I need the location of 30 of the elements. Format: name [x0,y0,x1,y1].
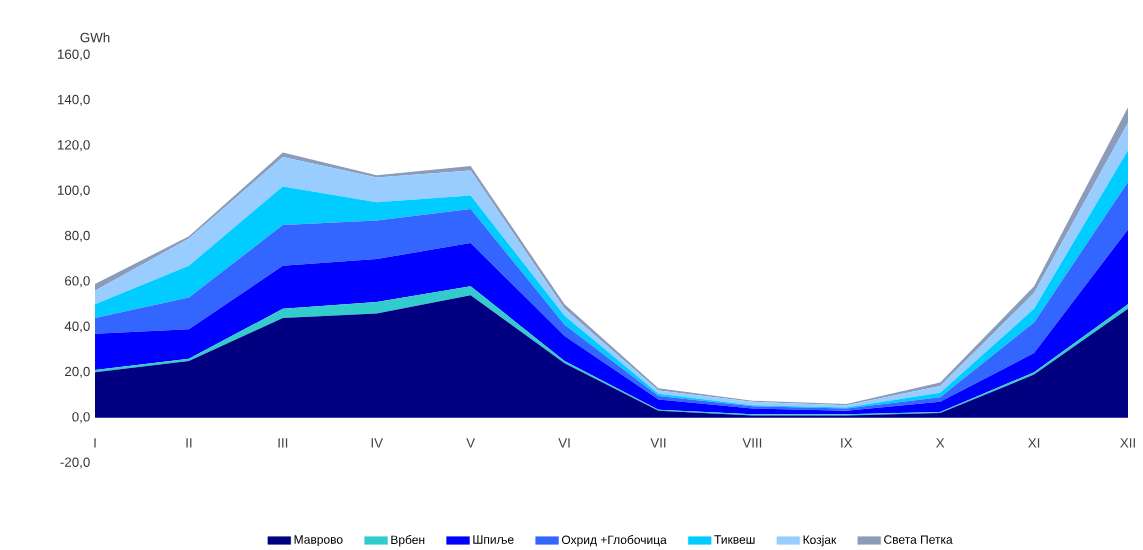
x-tick-label: III [278,438,288,448]
x-tick-label: VIII [742,438,762,448]
x-tick-label: I [94,438,96,448]
x-tick-label: XII [1120,438,1135,448]
x-tick-label: VII [650,438,666,448]
x-tick-label: IV [371,438,383,448]
y-tick-label: 40,0 [64,321,90,333]
y-tick-label: 20,0 [65,366,90,378]
legend-label: Света Петка [884,535,953,544]
x-tick-label: II [186,438,192,448]
y-tick-label: 140,0 [57,94,90,106]
legend-label: Врбен [391,535,425,547]
y-tick-label: 80,0 [64,230,90,242]
x-tick-label: VI [558,438,570,448]
x-tick-label: IX [841,438,853,448]
y-tick-label: -20,0 [60,457,90,469]
legend-label: Охрид +Глобочица [561,535,667,547]
legend-label: Тиквеш [714,535,755,544]
y-tick-label: 120,0 [57,140,90,152]
y-axis-title: GWh [80,32,110,43]
legend-label: Шпиље [473,535,514,544]
y-tick-label: 0,0 [72,412,90,424]
legend-label: Козјак [803,535,837,547]
y-tick-label: 160,0 [57,49,90,61]
legend-label: Маврово [294,535,343,547]
y-tick-label: 60,0 [65,276,90,288]
x-tick-label: V [466,438,476,448]
x-tick-label: XI [1028,438,1040,448]
y-tick-label: 100,0 [57,185,90,197]
x-tick-label: X [936,438,945,448]
